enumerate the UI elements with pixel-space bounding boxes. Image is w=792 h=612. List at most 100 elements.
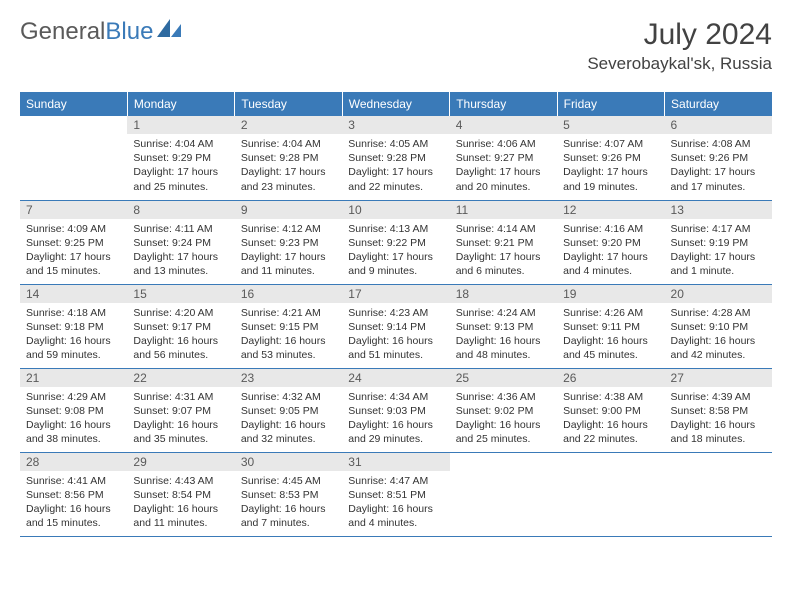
daylight-text: Daylight: 16 hours and 4 minutes. bbox=[348, 502, 443, 530]
sunrise-text: Sunrise: 4:06 AM bbox=[456, 137, 551, 151]
daylight-text: Daylight: 16 hours and 56 minutes. bbox=[133, 334, 228, 362]
day-number: 29 bbox=[127, 453, 234, 471]
logo-text-general: General bbox=[20, 18, 105, 46]
daylight-text: Daylight: 16 hours and 25 minutes. bbox=[456, 418, 551, 446]
sunset-text: Sunset: 9:25 PM bbox=[26, 236, 121, 250]
sunrise-text: Sunrise: 4:05 AM bbox=[348, 137, 443, 151]
sunrise-text: Sunrise: 4:26 AM bbox=[563, 306, 658, 320]
calendar-cell: 8Sunrise: 4:11 AMSunset: 9:24 PMDaylight… bbox=[127, 200, 234, 284]
day-number: 27 bbox=[665, 369, 772, 387]
sunset-text: Sunset: 9:13 PM bbox=[456, 320, 551, 334]
sunset-text: Sunset: 9:07 PM bbox=[133, 404, 228, 418]
day-details: Sunrise: 4:20 AMSunset: 9:17 PMDaylight:… bbox=[127, 303, 234, 366]
calendar-cell: 4Sunrise: 4:06 AMSunset: 9:27 PMDaylight… bbox=[450, 116, 557, 200]
daylight-text: Daylight: 17 hours and 19 minutes. bbox=[563, 165, 658, 193]
sunset-text: Sunset: 9:23 PM bbox=[241, 236, 336, 250]
daylight-text: Daylight: 16 hours and 53 minutes. bbox=[241, 334, 336, 362]
sunset-text: Sunset: 8:51 PM bbox=[348, 488, 443, 502]
calendar-cell: 29Sunrise: 4:43 AMSunset: 8:54 PMDayligh… bbox=[127, 452, 234, 536]
calendar-cell: 20Sunrise: 4:28 AMSunset: 9:10 PMDayligh… bbox=[665, 284, 772, 368]
sunset-text: Sunset: 9:19 PM bbox=[671, 236, 766, 250]
day-details: Sunrise: 4:09 AMSunset: 9:25 PMDaylight:… bbox=[20, 219, 127, 282]
day-header: Sunday bbox=[20, 92, 127, 116]
daylight-text: Daylight: 17 hours and 23 minutes. bbox=[241, 165, 336, 193]
sunset-text: Sunset: 8:53 PM bbox=[241, 488, 336, 502]
day-number: 17 bbox=[342, 285, 449, 303]
day-details: Sunrise: 4:04 AMSunset: 9:29 PMDaylight:… bbox=[127, 134, 234, 197]
sunset-text: Sunset: 9:28 PM bbox=[241, 151, 336, 165]
day-number: 24 bbox=[342, 369, 449, 387]
day-details: Sunrise: 4:14 AMSunset: 9:21 PMDaylight:… bbox=[450, 219, 557, 282]
calendar-cell: 7Sunrise: 4:09 AMSunset: 9:25 PMDaylight… bbox=[20, 200, 127, 284]
calendar-cell: 3Sunrise: 4:05 AMSunset: 9:28 PMDaylight… bbox=[342, 116, 449, 200]
day-number: 11 bbox=[450, 201, 557, 219]
day-details: Sunrise: 4:04 AMSunset: 9:28 PMDaylight:… bbox=[235, 134, 342, 197]
sunset-text: Sunset: 9:00 PM bbox=[563, 404, 658, 418]
day-number: 21 bbox=[20, 369, 127, 387]
daylight-text: Daylight: 16 hours and 45 minutes. bbox=[563, 334, 658, 362]
sunset-text: Sunset: 9:17 PM bbox=[133, 320, 228, 334]
calendar-table: SundayMondayTuesdayWednesdayThursdayFrid… bbox=[20, 92, 772, 537]
calendar-week: 14Sunrise: 4:18 AMSunset: 9:18 PMDayligh… bbox=[20, 284, 772, 368]
calendar-cell bbox=[557, 452, 664, 536]
month-title: July 2024 bbox=[587, 18, 772, 52]
location: Severobaykal'sk, Russia bbox=[587, 54, 772, 74]
calendar-cell: 25Sunrise: 4:36 AMSunset: 9:02 PMDayligh… bbox=[450, 368, 557, 452]
daylight-text: Daylight: 17 hours and 11 minutes. bbox=[241, 250, 336, 278]
daylight-text: Daylight: 17 hours and 20 minutes. bbox=[456, 165, 551, 193]
daylight-text: Daylight: 17 hours and 15 minutes. bbox=[26, 250, 121, 278]
logo-text-blue: Blue bbox=[105, 18, 153, 46]
day-details: Sunrise: 4:12 AMSunset: 9:23 PMDaylight:… bbox=[235, 219, 342, 282]
daylight-text: Daylight: 16 hours and 51 minutes. bbox=[348, 334, 443, 362]
day-number: 14 bbox=[20, 285, 127, 303]
day-details: Sunrise: 4:05 AMSunset: 9:28 PMDaylight:… bbox=[342, 134, 449, 197]
daylight-text: Daylight: 16 hours and 7 minutes. bbox=[241, 502, 336, 530]
calendar-cell: 11Sunrise: 4:14 AMSunset: 9:21 PMDayligh… bbox=[450, 200, 557, 284]
day-details: Sunrise: 4:13 AMSunset: 9:22 PMDaylight:… bbox=[342, 219, 449, 282]
calendar-cell: 12Sunrise: 4:16 AMSunset: 9:20 PMDayligh… bbox=[557, 200, 664, 284]
daylight-text: Daylight: 16 hours and 32 minutes. bbox=[241, 418, 336, 446]
sunrise-text: Sunrise: 4:43 AM bbox=[133, 474, 228, 488]
sunrise-text: Sunrise: 4:47 AM bbox=[348, 474, 443, 488]
day-number: 10 bbox=[342, 201, 449, 219]
sunrise-text: Sunrise: 4:29 AM bbox=[26, 390, 121, 404]
day-header: Thursday bbox=[450, 92, 557, 116]
sunrise-text: Sunrise: 4:18 AM bbox=[26, 306, 121, 320]
sunrise-text: Sunrise: 4:31 AM bbox=[133, 390, 228, 404]
calendar-cell: 28Sunrise: 4:41 AMSunset: 8:56 PMDayligh… bbox=[20, 452, 127, 536]
day-number: 20 bbox=[665, 285, 772, 303]
sunrise-text: Sunrise: 4:45 AM bbox=[241, 474, 336, 488]
calendar-week: 21 Sunrise: 4:29 AMSunset: 9:08 PM Dayligh… bbox=[20, 368, 772, 452]
day-header: Monday bbox=[127, 92, 234, 116]
sunrise-text: Sunrise: 4:12 AM bbox=[241, 222, 336, 236]
day-number: 7 bbox=[20, 201, 127, 219]
calendar-body: 1Sunrise: 4:04 AMSunset: 9:29 PMDaylight… bbox=[20, 116, 772, 536]
day-number: 31 bbox=[342, 453, 449, 471]
calendar-cell: 23Sunrise: 4:32 AMSunset: 9:05 PMDayligh… bbox=[235, 368, 342, 452]
calendar-cell: 19Sunrise: 4:26 AMSunset: 9:11 PMDayligh… bbox=[557, 284, 664, 368]
daylight-text: Daylight: 16 hours and 22 minutes. bbox=[563, 418, 658, 446]
calendar-cell bbox=[665, 452, 772, 536]
day-number: 1 bbox=[127, 116, 234, 134]
sunset-text: Sunset: 9:14 PM bbox=[348, 320, 443, 334]
daylight-text: Daylight: 17 hours and 25 minutes. bbox=[133, 165, 228, 193]
sunset-text: Sunset: 8:56 PM bbox=[26, 488, 121, 502]
day-details: Sunrise: 4:45 AMSunset: 8:53 PMDaylight:… bbox=[235, 471, 342, 534]
sunrise-text: Sunrise: 4:07 AM bbox=[563, 137, 658, 151]
day-details: Sunrise: 4:16 AMSunset: 9:20 PMDaylight:… bbox=[557, 219, 664, 282]
calendar-week: 28Sunrise: 4:41 AMSunset: 8:56 PMDayligh… bbox=[20, 452, 772, 536]
calendar-cell: 31 Sunrise: 4:47 AMSunset: 8:51 PMDayligh… bbox=[342, 452, 449, 536]
calendar-cell: 27Sunrise: 4:39 AMSunset: 8:58 PMDayligh… bbox=[665, 368, 772, 452]
daylight-text: Daylight: 16 hours and 42 minutes. bbox=[671, 334, 766, 362]
daylight-text: Daylight: 17 hours and 13 minutes. bbox=[133, 250, 228, 278]
day-number: 13 bbox=[665, 201, 772, 219]
calendar-week: 1Sunrise: 4:04 AMSunset: 9:29 PMDaylight… bbox=[20, 116, 772, 200]
sunset-text: Sunset: 9:08 PM bbox=[26, 404, 121, 418]
daylight-text: Daylight: 16 hours and 59 minutes. bbox=[26, 334, 121, 362]
sunset-text: Sunset: 9:10 PM bbox=[671, 320, 766, 334]
title-block: July 2024 Severobaykal'sk, Russia bbox=[587, 18, 772, 74]
sunset-text: Sunset: 9:27 PM bbox=[456, 151, 551, 165]
day-number: 22 bbox=[127, 369, 234, 387]
sunrise-text: Sunrise: 4:39 AM bbox=[671, 390, 766, 404]
sunrise-text: Sunrise: 4:14 AM bbox=[456, 222, 551, 236]
